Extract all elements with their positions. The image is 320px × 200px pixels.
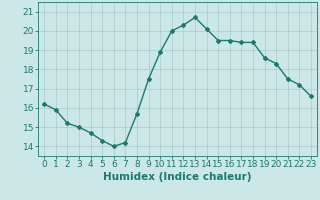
X-axis label: Humidex (Indice chaleur): Humidex (Indice chaleur)	[103, 172, 252, 182]
